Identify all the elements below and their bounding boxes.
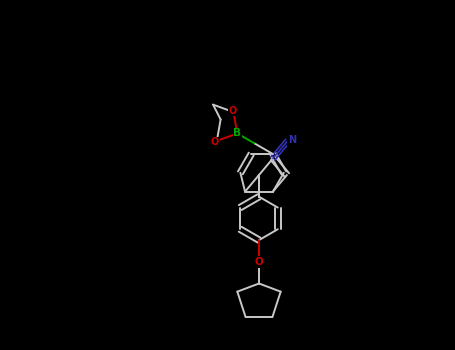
- Text: N: N: [288, 135, 296, 145]
- Text: O: O: [255, 257, 263, 267]
- Text: B: B: [233, 128, 241, 138]
- Text: O: O: [211, 137, 219, 147]
- Text: O: O: [229, 106, 237, 116]
